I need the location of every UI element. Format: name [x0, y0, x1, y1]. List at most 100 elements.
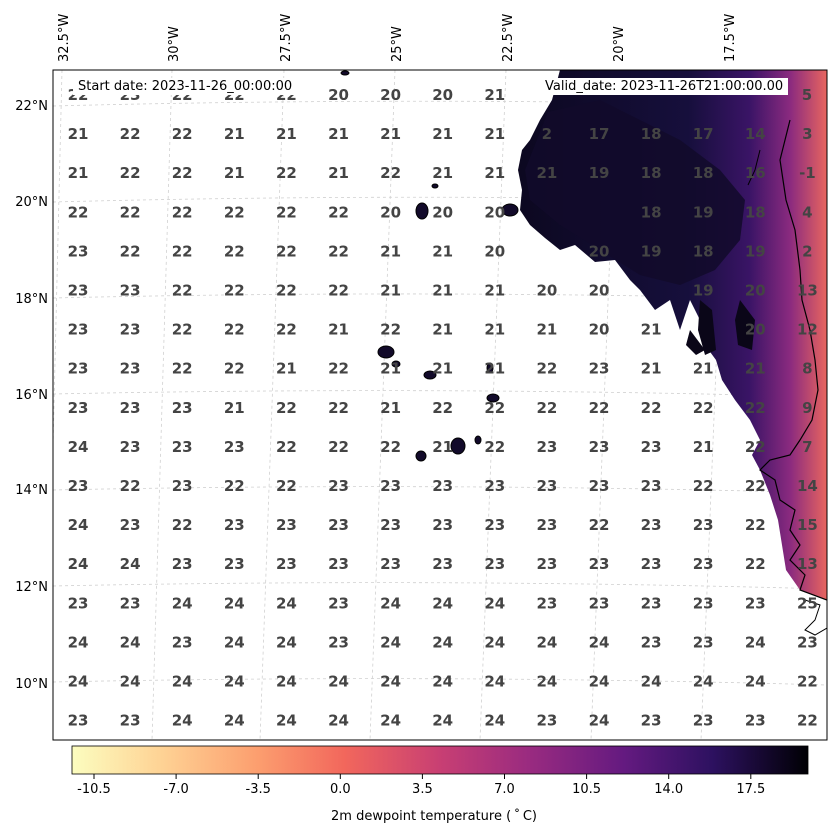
- dewpoint-value: 24: [224, 673, 245, 691]
- dewpoint-value: 23: [68, 594, 89, 612]
- dewpoint-value: 23: [641, 516, 662, 534]
- colorbar-tick-label: 7.0: [494, 782, 515, 797]
- colorbar-ticks: -10.5 -7.0 -3.5 0.0 3.5 7.0 10.5 14.0 17.5: [77, 774, 765, 797]
- dewpoint-value: 22: [797, 673, 818, 691]
- map-frame: [52, 69, 828, 741]
- dewpoint-value: 18: [641, 164, 662, 182]
- island-4: [423, 370, 437, 380]
- dewpoint-value: 24: [224, 712, 245, 730]
- dewpoint-value: 24: [641, 673, 662, 691]
- start-date-label: Start date: 2023-11-26_00:00:00: [73, 78, 298, 95]
- dewpoint-value: 20: [328, 86, 349, 104]
- valid-date-label: Valid_date: 2023-11-26T21:00:00.00: [540, 78, 789, 95]
- dewpoint-value: 24: [484, 594, 505, 612]
- dewpoint-value: 22: [276, 438, 297, 456]
- dewpoint-value: 18: [745, 203, 766, 221]
- dewpoint-value: 14: [797, 477, 818, 495]
- dewpoint-value: 23: [693, 594, 714, 612]
- map-area: 22 23 22 22 22 20 20 20 21 521 22 22 21 21 21 21 21 21 2 17…: [53, 70, 827, 740]
- meridian-17-5w: [700, 70, 729, 740]
- dewpoint-value: 13: [797, 282, 818, 300]
- dewpoint-value: 24: [380, 594, 401, 612]
- dewpoint-value: 22: [172, 125, 193, 143]
- dewpoint-value: 23: [68, 242, 89, 260]
- latitude-label: 22°N: [15, 99, 48, 114]
- dewpoint-value: 22: [589, 399, 610, 417]
- longitude-labels: 32.5°W 30°W 27.5°W 25°W 22.5°W 20°W 17.5°W: [57, 14, 738, 62]
- dewpoint-value: 23: [641, 594, 662, 612]
- dewpoint-value: 22: [120, 242, 141, 260]
- dewpoint-value: 22: [797, 712, 818, 730]
- dewpoint-value: 24: [68, 516, 89, 534]
- dewpoint-value: 18: [641, 203, 662, 221]
- dewpoint-value: 19: [693, 282, 714, 300]
- dewpoint-value: 20: [432, 203, 453, 221]
- dewpoint-value: 17: [589, 125, 610, 143]
- dewpoint-value: 5: [802, 86, 812, 104]
- island-10: [391, 360, 401, 368]
- dewpoint-value: 21: [432, 321, 453, 339]
- dewpoint-value: 23: [641, 712, 662, 730]
- dewpoint-value: 23: [120, 399, 141, 417]
- dewpoint-value: 23: [484, 555, 505, 573]
- dewpoint-value: 22: [276, 321, 297, 339]
- dewpoint-value: 22: [224, 282, 245, 300]
- dewpoint-value: 21: [693, 360, 714, 378]
- dewpoint-value: 24: [589, 633, 610, 651]
- island-3: [377, 345, 395, 359]
- dewpoint-value: 22: [693, 477, 714, 495]
- dewpoint-value: 24: [380, 673, 401, 691]
- dewpoint-value: 24: [276, 633, 297, 651]
- dewpoint-value: 23: [589, 477, 610, 495]
- dewpoint-value: 23: [68, 399, 89, 417]
- dewpoint-value: 23: [120, 516, 141, 534]
- island-12: [340, 70, 350, 76]
- dewpoint-value: 21: [432, 164, 453, 182]
- dewpoint-value: 22: [745, 516, 766, 534]
- graticule: [53, 70, 827, 740]
- dewpoint-value: 24: [536, 673, 557, 691]
- dewpoint-value: 22: [745, 477, 766, 495]
- dewpoint-value: 21: [484, 125, 505, 143]
- dewpoint-value: 23: [536, 712, 557, 730]
- dewpoint-value: 21: [380, 360, 401, 378]
- colorbar-tick-label: 14.0: [654, 782, 683, 797]
- dewpoint-value: 22: [224, 360, 245, 378]
- dewpoint-value: 23: [536, 438, 557, 456]
- dewpoint-value: 21: [380, 242, 401, 260]
- colorbar-tick-label: 17.5: [736, 782, 765, 797]
- dewpoint-value: 24: [589, 712, 610, 730]
- dewpoint-value: 23: [589, 594, 610, 612]
- meridian-30w: [151, 70, 173, 740]
- dewpoint-value: 23: [484, 477, 505, 495]
- dewpoint-value: 24: [745, 633, 766, 651]
- dewpoint-value: 23: [328, 477, 349, 495]
- dewpoint-value: 22: [380, 164, 401, 182]
- dewpoint-value: 3: [802, 125, 812, 143]
- dewpoint-value: -1: [799, 164, 816, 182]
- dewpoint-value: 23: [328, 555, 349, 573]
- colorbar-title: 2m dewpoint temperature ( ˚ C): [331, 809, 537, 824]
- tongue-a: [698, 300, 716, 355]
- dewpoint-value: 23: [328, 516, 349, 534]
- tongue-b: [735, 300, 755, 350]
- dewpoint-value: 21: [484, 360, 505, 378]
- dewpoint-value: 22: [68, 203, 89, 221]
- dewpoint-value: 23: [68, 282, 89, 300]
- dewpoint-value: 23: [536, 594, 557, 612]
- dewpoint-value: 23: [380, 516, 401, 534]
- dewpoint-value: 23: [693, 516, 714, 534]
- dewpoint-value: 24: [484, 633, 505, 651]
- dewpoint-value: 22: [276, 164, 297, 182]
- island-6: [486, 393, 500, 403]
- dewpoint-value: 24: [432, 673, 453, 691]
- dewpoint-value: 20: [380, 203, 401, 221]
- dewpoint-value: 21: [432, 360, 453, 378]
- dewpoint-value: 22: [276, 242, 297, 260]
- dewpoint-value: 23: [68, 360, 89, 378]
- dewpoint-value: 20: [589, 242, 610, 260]
- dewpoint-value: 24: [172, 673, 193, 691]
- dewpoint-value: 24: [432, 594, 453, 612]
- dewpoint-value: 14: [745, 125, 766, 143]
